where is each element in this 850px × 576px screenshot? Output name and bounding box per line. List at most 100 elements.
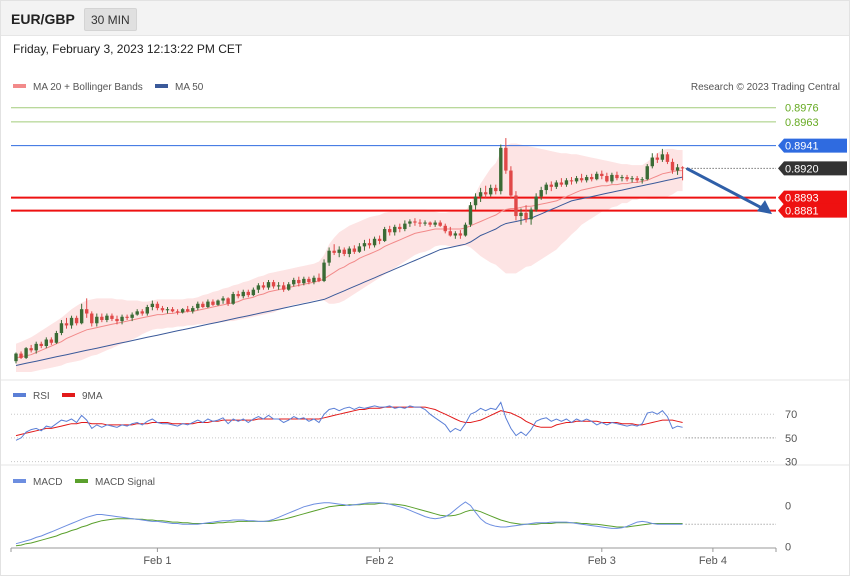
candle-body (120, 316, 124, 322)
rsi-tick-label: 50 (785, 433, 797, 445)
candle-body (307, 278, 311, 283)
candle-body (39, 343, 43, 347)
candle-body (74, 317, 79, 324)
candle-body (256, 285, 261, 290)
timeframe-button[interactable]: 30 MIN (84, 8, 137, 31)
bollinger-band-fill (16, 143, 683, 372)
level-label-0.8893: 0.8893 (785, 193, 819, 205)
candle-body (539, 190, 543, 197)
candle-body (675, 167, 680, 171)
credit-text: Research © 2023 Trading Central (691, 82, 840, 93)
candle-body (165, 309, 170, 311)
candle-body (115, 318, 119, 322)
candle-body (509, 170, 513, 196)
candle-body (590, 177, 594, 180)
candle-body (110, 315, 114, 319)
candle-body (54, 333, 59, 343)
candle-body (494, 187, 498, 192)
legend-label-macd: MACD (33, 477, 62, 488)
level-label-0.8976: 0.8976 (785, 103, 819, 115)
candle-body (372, 238, 377, 246)
candle-body (180, 309, 185, 313)
candle-body (433, 222, 437, 225)
level-tag-0.8881 (778, 203, 847, 218)
candle-body (388, 229, 392, 233)
candle-body (281, 285, 286, 290)
symbol-title: EUR/GBP (11, 11, 75, 27)
level-tag-0.8941 (778, 138, 847, 153)
time-axis: Feb 1 Feb 2 Feb 3 Feb 4 (10, 547, 777, 567)
candle-body (206, 301, 210, 308)
candle-body (605, 175, 609, 182)
candle-body (186, 309, 190, 312)
candle-body (489, 187, 493, 195)
candle-body (600, 173, 604, 176)
level-label-0.8881: 0.8881 (785, 206, 819, 218)
candles (14, 138, 685, 364)
candle-body (337, 249, 341, 253)
candle-body (105, 315, 109, 321)
price-legend: MA 20 + Bollinger Bands MA 50 Research ©… (13, 82, 840, 93)
candle-body (352, 248, 357, 252)
forecast-arrow-icon (685, 167, 772, 215)
legend-swatch-rsi (13, 393, 26, 397)
candle-body (170, 309, 175, 312)
candle-body (312, 277, 316, 283)
candle-body (24, 348, 28, 358)
last-price-label: 0.8920 (785, 163, 819, 175)
candle-body (29, 348, 33, 351)
legend-label-9ma: 9MA (82, 391, 103, 402)
candle-body (216, 300, 220, 305)
legend-label-macd-signal: MACD Signal (95, 477, 155, 488)
candle-body (201, 303, 205, 308)
forecast-arrow-shaft (685, 167, 765, 211)
candle-body (130, 314, 134, 318)
candle-body (85, 309, 89, 314)
candle-body (95, 316, 99, 324)
candle-body (266, 282, 271, 288)
candle-body (322, 262, 326, 282)
candle-body (297, 279, 301, 284)
candle-body (79, 309, 84, 324)
candle-body (362, 243, 367, 247)
candle-body (413, 221, 417, 223)
candle-body (478, 192, 483, 197)
rsi-tick-label: 70 (785, 409, 797, 421)
candle-body (579, 178, 584, 181)
candle-body (499, 147, 503, 192)
legend-swatch-9ma (62, 393, 75, 397)
candle-body (393, 226, 397, 233)
candle-body (347, 248, 351, 254)
chart-header: EUR/GBP 30 MIN (1, 1, 849, 36)
candle-body (357, 246, 362, 252)
candle-body (640, 179, 644, 181)
candle-body (544, 184, 548, 191)
macd-legend: MACD MACD Signal (13, 477, 155, 488)
candle-body (620, 177, 624, 179)
candle-body (529, 209, 533, 220)
candle-body (655, 157, 660, 160)
candle-body (569, 180, 574, 182)
candle-body (423, 222, 427, 224)
legend-label-ma50: MA 50 (175, 82, 204, 93)
last-price-marker: 0.8920 (685, 161, 847, 176)
candle-body (630, 178, 634, 180)
candle-body (287, 284, 291, 290)
candle-body (64, 323, 69, 326)
candle-body (519, 212, 523, 217)
candle-body (44, 339, 48, 347)
rsi-panel: 70 50 30 (11, 401, 797, 469)
candle-body (34, 343, 38, 351)
candle-body (398, 226, 402, 230)
legend-label-rsi: RSI (33, 391, 50, 402)
candle-body (19, 353, 23, 358)
candle-body (160, 308, 165, 311)
candle-body (554, 182, 559, 187)
time-axis-label: Feb 4 (699, 555, 727, 567)
candle-body (458, 233, 463, 236)
candle-body (448, 231, 452, 236)
chart-timestamp: Friday, February 3, 2023 12:13:22 PM CET (13, 42, 243, 56)
candle-body (468, 205, 473, 225)
